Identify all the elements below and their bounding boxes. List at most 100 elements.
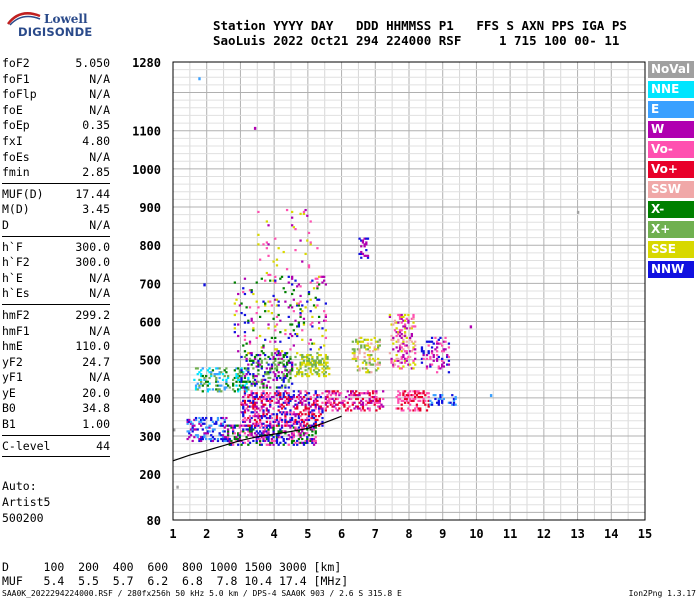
echo-point xyxy=(262,392,265,395)
echo-point xyxy=(307,407,311,410)
echo-point xyxy=(272,361,275,364)
echo-point xyxy=(306,397,309,401)
echo-point xyxy=(314,405,317,408)
echo-point xyxy=(240,311,243,315)
echo-point xyxy=(242,395,245,399)
echo-point xyxy=(439,397,442,401)
echo-point xyxy=(252,329,255,332)
echo-point xyxy=(216,384,220,387)
echo-point xyxy=(400,346,403,349)
echo-point xyxy=(296,367,299,370)
echo-point xyxy=(282,376,285,380)
echo-point xyxy=(267,395,270,399)
echo-point xyxy=(324,319,327,322)
echo-point xyxy=(255,424,258,427)
echo-point xyxy=(307,367,311,370)
echo-point xyxy=(304,413,307,416)
echo-point xyxy=(248,380,252,383)
echo-point xyxy=(400,315,403,319)
echo-point xyxy=(233,432,236,435)
echo-point xyxy=(299,424,302,427)
echo-point xyxy=(213,374,216,378)
echo-point xyxy=(206,432,209,435)
echo-point xyxy=(338,394,341,397)
echo-point xyxy=(417,409,420,412)
echo-point xyxy=(373,397,376,401)
echo-point xyxy=(243,374,247,378)
echo-point xyxy=(289,436,292,439)
echo-point xyxy=(294,279,297,282)
echo-point xyxy=(289,395,292,399)
echo-point xyxy=(260,394,263,397)
echo-point xyxy=(289,361,292,364)
echo-point xyxy=(370,363,373,366)
echo-point xyxy=(304,208,307,212)
echo-point xyxy=(355,397,358,401)
echo-point xyxy=(410,317,413,320)
echo-point xyxy=(225,386,228,389)
echo-point xyxy=(434,348,437,351)
x-tick-label: 11 xyxy=(503,527,517,541)
echo-point xyxy=(402,409,405,412)
echo-point xyxy=(420,392,424,395)
echo-point xyxy=(265,437,268,441)
echo-point xyxy=(392,338,395,341)
param-name: hmF1 xyxy=(2,323,30,338)
echo-point xyxy=(250,434,253,437)
echo-point xyxy=(306,428,309,431)
echo-point xyxy=(262,411,265,414)
echo-point xyxy=(252,439,255,443)
echo-point xyxy=(216,373,220,376)
echo-point xyxy=(324,353,327,357)
echo-point xyxy=(252,422,255,425)
echo-point xyxy=(397,340,400,343)
echo-point xyxy=(398,317,402,320)
echo-point xyxy=(253,413,257,416)
echo-point xyxy=(324,374,327,378)
echo-point xyxy=(237,350,240,353)
echo-point xyxy=(206,390,209,393)
echo-point xyxy=(243,432,247,435)
echo-point xyxy=(292,413,295,416)
echo-point xyxy=(215,422,218,425)
echo-point xyxy=(265,386,268,389)
param-value: 20.0 xyxy=(82,385,110,400)
echo-point xyxy=(414,348,417,351)
echo-point xyxy=(206,388,209,391)
echo-point xyxy=(360,252,363,256)
echo-point xyxy=(405,397,408,401)
echo-point xyxy=(316,367,319,370)
echo-point xyxy=(243,367,247,370)
echo-point xyxy=(264,439,267,443)
echo-point xyxy=(307,359,311,362)
echo-point xyxy=(368,399,371,402)
echo-point xyxy=(360,403,363,406)
echo-point xyxy=(366,344,370,347)
echo-point xyxy=(319,413,322,416)
echo-point xyxy=(304,432,307,435)
echo-point xyxy=(363,344,366,347)
echo-point xyxy=(189,434,193,437)
echo-point xyxy=(417,390,420,393)
echo-point xyxy=(299,434,302,437)
echo-point xyxy=(378,344,381,347)
echo-point xyxy=(221,378,225,381)
echo-point xyxy=(269,415,272,418)
echo-point xyxy=(242,399,245,402)
param-name: hmE xyxy=(2,339,23,354)
echo-point xyxy=(355,359,358,362)
echo-point xyxy=(285,369,289,372)
echo-point xyxy=(284,411,287,414)
echo-point xyxy=(360,336,363,339)
echo-point xyxy=(275,298,279,301)
echo-point xyxy=(262,403,265,406)
echo-point xyxy=(247,428,250,431)
echo-point xyxy=(238,388,242,391)
echo-point xyxy=(306,418,309,422)
echo-point xyxy=(272,430,275,433)
echo-point xyxy=(301,353,304,357)
echo-point xyxy=(368,346,371,349)
echo-point xyxy=(311,439,314,443)
param-value: 5.050 xyxy=(75,56,110,70)
echo-point xyxy=(285,397,289,401)
